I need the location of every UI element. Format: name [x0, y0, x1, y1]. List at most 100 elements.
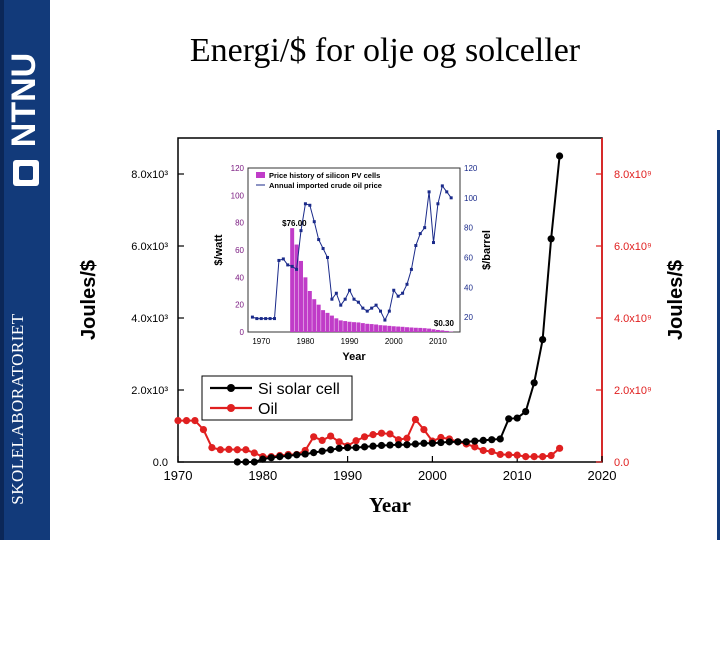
- y-right-tick-label: 2.0x10⁹: [614, 385, 652, 397]
- si-solar-series-point: [463, 438, 470, 445]
- main-x-label: Year: [369, 493, 411, 517]
- inset-oil-point: [401, 292, 404, 295]
- oil-series-point: [505, 451, 512, 458]
- logo-text: NTNU: [5, 53, 43, 147]
- oil-series-point: [251, 449, 258, 456]
- legend-label: Oil: [258, 401, 278, 418]
- inset-bar: [299, 261, 303, 332]
- si-solar-series-point: [327, 446, 334, 453]
- y-left-tick-label: 6.0x10³: [131, 241, 168, 253]
- oil-series-point: [497, 451, 504, 458]
- oil-series-point: [556, 445, 563, 452]
- si-solar-series-point: [310, 449, 317, 456]
- inset-oil-point: [273, 317, 276, 320]
- slide-title: Energi/$ for olje og solceller: [50, 32, 720, 70]
- x-tick-label: 1990: [333, 468, 362, 483]
- inset-bar: [356, 322, 360, 332]
- si-solar-series-point: [336, 445, 343, 452]
- si-solar-series-point: [522, 408, 529, 415]
- si-solar-series-point: [302, 450, 309, 457]
- inset-bar: [339, 320, 343, 332]
- x-tick-label: 1980: [248, 468, 277, 483]
- inset-bar: [312, 299, 316, 332]
- inset-x-tick-label: 1990: [341, 337, 359, 346]
- x-tick-label: 2000: [418, 468, 447, 483]
- si-solar-series-point: [531, 379, 538, 386]
- inset-oil-point: [375, 304, 378, 307]
- inset-bar: [387, 326, 391, 332]
- inset-oil-point: [260, 317, 263, 320]
- inset-bar: [396, 327, 400, 332]
- si-solar-series-point: [276, 453, 283, 460]
- inset-bar: [290, 228, 294, 332]
- si-solar-series-point: [251, 458, 258, 465]
- inset-oil-point: [344, 298, 347, 301]
- inset-oil-point: [348, 289, 351, 292]
- si-solar-series-point: [556, 152, 563, 159]
- y-right-tick-label: 0.0: [614, 457, 629, 469]
- inset-x-tick-label: 2010: [429, 337, 447, 346]
- inset-oil-point: [282, 257, 285, 260]
- oil-series-point: [225, 446, 232, 453]
- inset-oil-point: [406, 283, 409, 286]
- oil-series-point: [217, 446, 224, 453]
- oil-series-point: [208, 444, 215, 451]
- oil-series-point: [548, 452, 555, 459]
- si-solar-series-point: [386, 441, 393, 448]
- y-left-tick-label: 0.0: [153, 457, 168, 469]
- inset-bar: [348, 322, 352, 332]
- inset-y-right-tick-label: 80: [464, 224, 473, 233]
- inset-bar: [317, 305, 321, 332]
- inset-bar: [436, 330, 440, 332]
- inset-bar: [361, 323, 365, 332]
- si-solar-series-point: [378, 442, 385, 449]
- si-solar-series-point: [454, 438, 461, 445]
- inset-bar: [409, 327, 413, 332]
- inset-y-right-tick-label: 40: [464, 283, 473, 292]
- inset-oil-point: [317, 238, 320, 241]
- si-solar-series-point: [242, 458, 249, 465]
- x-tick-label: 2020: [588, 468, 617, 483]
- inset-x-tick-label: 2000: [385, 337, 403, 346]
- si-solar-series-point: [352, 444, 359, 451]
- inset-oil-point: [450, 196, 453, 199]
- inset-oil-point: [414, 244, 417, 247]
- oil-series-point: [361, 433, 368, 440]
- si-solar-series-point: [497, 435, 504, 442]
- inset-oil-point: [308, 204, 311, 207]
- oil-series-point: [242, 446, 249, 453]
- inset-bar: [321, 310, 325, 332]
- si-solar-series-point: [293, 451, 300, 458]
- inset-y-left-tick-label: 40: [235, 273, 244, 282]
- inset-oil-point: [388, 310, 391, 313]
- inset-bar: [308, 291, 312, 332]
- oil-series-point: [514, 452, 521, 459]
- si-solar-series-point: [548, 235, 555, 242]
- oil-series-point: [327, 432, 334, 439]
- oil-series-point: [420, 426, 427, 433]
- si-solar-series-point: [480, 437, 487, 444]
- si-solar-series-point: [319, 448, 326, 455]
- si-solar-series-point: [539, 336, 546, 343]
- inset-bar: [423, 328, 427, 332]
- inset-bar: [440, 330, 444, 332]
- inset-x-label: Year: [342, 351, 366, 363]
- inset-bar: [379, 325, 383, 332]
- inset-bar: [330, 316, 334, 332]
- si-solar-series-point: [268, 454, 275, 461]
- inset-oil-point: [300, 229, 303, 232]
- inset-oil-point: [379, 310, 382, 313]
- inset-oil-point: [277, 259, 280, 262]
- y-right-tick-label: 6.0x10⁹: [614, 241, 652, 253]
- inset-oil-point: [428, 190, 431, 193]
- inset-oil-point: [397, 295, 400, 298]
- inset-legend-label: Price history of silicon PV cells: [269, 171, 380, 180]
- y-left-tick-label: 4.0x10³: [131, 313, 168, 325]
- inset-bar: [445, 331, 449, 332]
- oil-series-point: [403, 435, 410, 442]
- oil-series-point: [480, 447, 487, 454]
- inset-bar: [418, 328, 422, 332]
- oil-series-point: [378, 430, 385, 437]
- inset-oil-point: [330, 298, 333, 301]
- oil-series-point: [412, 416, 419, 423]
